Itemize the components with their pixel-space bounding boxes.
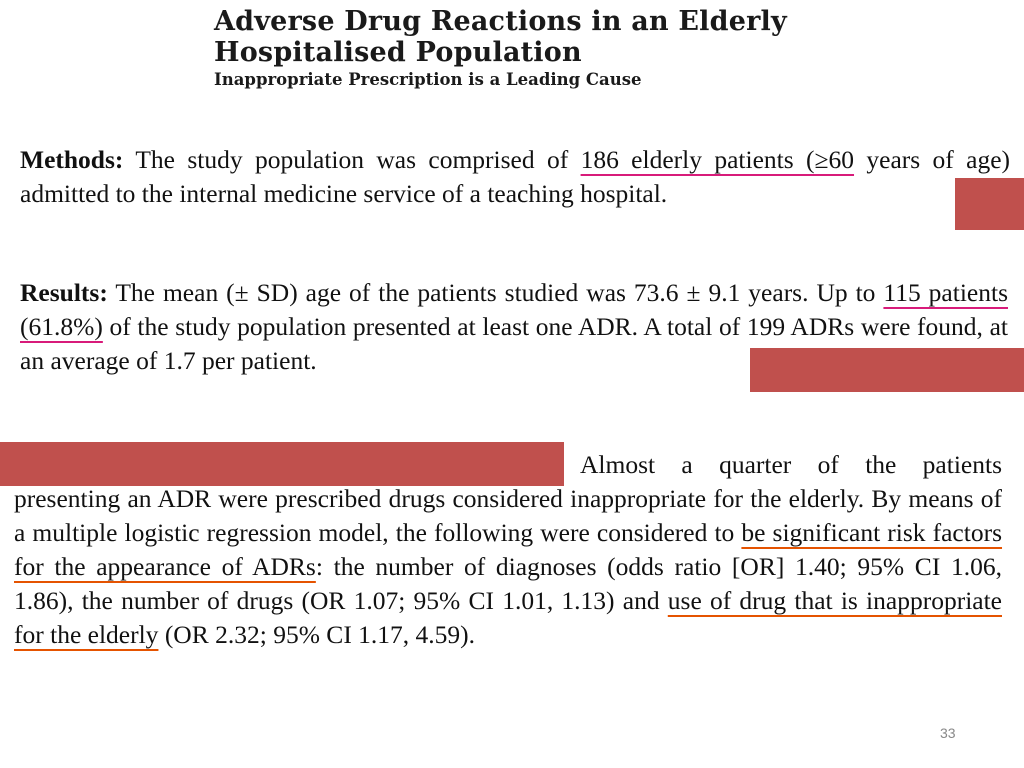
- methods-highlight: 186 elderly patients (≥60: [580, 145, 855, 174]
- conclusions-text-2: : the number of diagnoses (odds ratio [O…: [14, 552, 1002, 615]
- title-line-2: Hospitalised Population: [214, 37, 582, 68]
- page-number: 33: [940, 725, 956, 741]
- conclusions-highlight-1: be significant risk factors for the appe…: [14, 518, 1003, 581]
- conclusions-highlight-2: use of drug that is inappropriate for th…: [14, 586, 1002, 649]
- methods-text-before: The study population was comprised of: [123, 145, 581, 174]
- results-highlight: 115 patients (61.8%): [20, 278, 1008, 341]
- methods-paragraph: Methods: The study population was compri…: [20, 143, 1010, 211]
- results-paragraph: Results: The mean (± SD) age of the pati…: [20, 276, 1008, 378]
- redaction-box-conclusions: [0, 442, 564, 486]
- results-label: Results:: [20, 278, 108, 307]
- methods-label: Methods:: [20, 145, 124, 174]
- slide-subtitle: Inappropriate Prescription is a Leading …: [214, 70, 642, 89]
- conclusions-text-3: (OR 2.32; 95% CI 1.17, 4.59).: [158, 620, 476, 649]
- redaction-box-methods: [955, 178, 1024, 230]
- conclusions-paragraph: Almost a quarter of the patients present…: [14, 448, 1002, 652]
- slide-title: Adverse Drug Reactions in an Elderly Hos…: [214, 6, 787, 68]
- slide-header: Adverse Drug Reactions in an Elderly Hos…: [214, 6, 787, 91]
- title-line-1: Adverse Drug Reactions in an Elderly: [214, 6, 787, 37]
- redaction-box-results: [750, 348, 1024, 392]
- results-text-before: The mean (± SD) age of the patients stud…: [107, 278, 884, 307]
- conclusions-text-1: Almost a quarter of the patients present…: [14, 450, 1002, 547]
- results-text-after: of the study population presented at lea…: [20, 312, 1008, 375]
- methods-text-after: years of age) admitted to the internal m…: [20, 145, 1011, 208]
